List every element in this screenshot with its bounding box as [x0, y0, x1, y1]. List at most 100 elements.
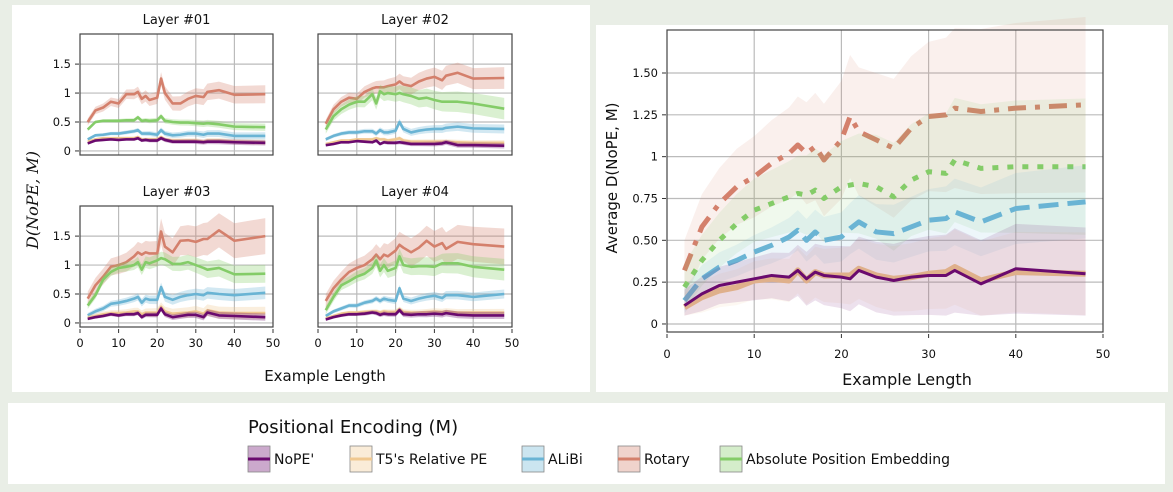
legend-item-t5: T5's Relative PE [349, 445, 487, 473]
layer-xtick-label: 10 [111, 336, 126, 350]
series-line-rotary [324, 239, 505, 302]
average-ytick-label: 1 [651, 150, 658, 164]
band-rotary [87, 213, 266, 306]
average-xtick-label: 50 [1096, 347, 1111, 361]
series-line-t5 [325, 307, 505, 320]
band-alibi [325, 284, 505, 318]
layer-ytick-label: 0 [64, 316, 71, 330]
layer-xtick-label: 50 [266, 336, 281, 350]
layer-xtick-label: 40 [466, 336, 481, 350]
plot-frame [317, 33, 513, 156]
series-line-nope [325, 308, 505, 321]
layer-xtick-label: 30 [188, 336, 203, 350]
series-line-nope [87, 136, 266, 145]
layer-subplot: Layer #03 0 10 20 30 40 50 0 0.5 1 1.5 [53, 185, 281, 350]
series-line-nope [87, 307, 266, 321]
series-line-alibi [682, 199, 1086, 303]
layer-subplot: Layer #01 0 0.5 1 1.5 [53, 13, 274, 158]
average-xtick-label: 20 [834, 347, 849, 361]
average-xtick-label: 0 [663, 347, 670, 361]
band-alibi [87, 282, 266, 318]
layer-xtick-label: 10 [349, 336, 364, 350]
average-subplot: 0 10 20 30 40 50 0 0.25 0.50 0.75 1 1.25 1.50 [632, 17, 1110, 361]
legend-label: T5's Relative PE [375, 452, 487, 468]
layer-subplot: Layer #02 [317, 13, 513, 156]
series-line-absolute [324, 255, 505, 311]
average-xtick-label: 30 [921, 347, 936, 361]
small-multiples-panel [12, 5, 590, 392]
layer-title: Layer #03 [143, 185, 211, 200]
series-line-rotary [86, 77, 266, 123]
legend-label: NoPE' [274, 452, 314, 468]
legend-item-absolute: Absolute Position Embedding [719, 445, 950, 473]
average-ytick-label: 0.25 [632, 275, 658, 289]
series-line-absolute [324, 90, 505, 131]
layer-ytick-label: 0.5 [53, 115, 71, 129]
layer-xtick-label: 50 [505, 336, 520, 350]
band-alibi [684, 165, 1086, 314]
small-xlabel: Example Length [264, 367, 386, 385]
legend: Positional Encoding (M) NoPE' T5's Relati… [247, 417, 950, 473]
series-line-rotary [86, 229, 266, 300]
layer-title: Layer #02 [381, 13, 449, 28]
average-xtick-label: 40 [1008, 347, 1023, 361]
series-line-absolute [86, 114, 266, 131]
band-absolute [684, 97, 1086, 311]
layer-ytick-label: 0.5 [53, 287, 71, 301]
layer-xtick-label: 20 [388, 336, 403, 350]
layer-title: Layer #01 [143, 13, 211, 28]
band-nope [684, 223, 1086, 316]
layer-ytick-label: 1.5 [53, 229, 71, 243]
plot-frame [666, 29, 1104, 333]
average-ytick-label: 1.25 [632, 108, 658, 122]
legend-panel [8, 403, 1165, 484]
layer-xtick-label: 0 [314, 336, 321, 350]
layer-ytick-label: 1 [64, 258, 71, 272]
series-line-nope [325, 139, 505, 148]
series-line-alibi [325, 286, 505, 318]
average-ylabel: Average D(NoPE, M) [603, 102, 621, 253]
average-ytick-label: 0.75 [632, 191, 658, 205]
average-ytick-label: 0 [651, 317, 658, 331]
band-rotary [325, 62, 505, 128]
legend-item-alibi: ALiBi [521, 445, 583, 473]
plot-frame [317, 205, 513, 328]
layer-xtick-label: 0 [76, 336, 83, 350]
layer-ytick-label: 0 [64, 144, 71, 158]
band-alibi [325, 118, 505, 142]
band-rotary [325, 224, 505, 308]
series-line-absolute [86, 256, 266, 307]
layer-xtick-label: 40 [227, 336, 242, 350]
series-line-rotary [324, 71, 505, 125]
small-ylabel: D(NoPE, M) [23, 151, 42, 250]
legend-item-nope: NoPE' [247, 445, 314, 473]
series-line-t5 [682, 264, 1086, 310]
layer-title: Layer #04 [381, 185, 449, 200]
plot-frame [79, 205, 274, 328]
legend-label: Absolute Position Embedding [746, 452, 950, 468]
legend-label: Rotary [644, 452, 690, 468]
layer-ytick-label: 1.5 [53, 57, 71, 71]
layer-subplot: Layer #04 0 10 20 30 40 50 [314, 185, 519, 350]
plot-frame [79, 33, 274, 156]
series-line-rotary [682, 102, 1086, 272]
layer-xtick-label: 20 [150, 336, 165, 350]
legend-item-rotary: Rotary [617, 445, 690, 473]
layer-ytick-label: 1 [64, 86, 71, 100]
series-line-alibi [87, 128, 266, 141]
average-xlabel: Example Length [842, 370, 972, 389]
average-ytick-label: 1.50 [632, 66, 658, 80]
band-rotary [684, 17, 1086, 301]
series-line-nope [683, 267, 1086, 307]
band-t5 [684, 229, 1086, 316]
average-xtick-label: 10 [747, 347, 762, 361]
average-ytick-label: 0.50 [632, 233, 658, 247]
average-panel [596, 25, 1168, 392]
layer-xtick-label: 30 [427, 336, 442, 350]
legend-label: ALiBi [548, 452, 583, 468]
band-nope [87, 305, 266, 321]
legend-title: Positional Encoding (M) [248, 417, 458, 438]
band-rotary [87, 72, 266, 126]
series-line-alibi [87, 285, 266, 317]
